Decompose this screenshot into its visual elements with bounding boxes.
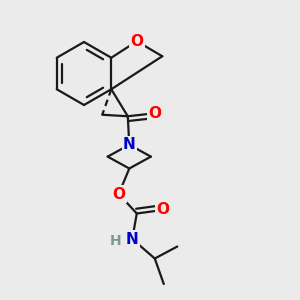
- Text: O: O: [112, 187, 125, 202]
- Text: N: N: [123, 137, 136, 152]
- Text: O: O: [157, 202, 170, 217]
- Text: H: H: [110, 233, 122, 248]
- Text: O: O: [148, 106, 161, 121]
- Text: N: N: [126, 232, 139, 247]
- Text: O: O: [130, 34, 143, 49]
